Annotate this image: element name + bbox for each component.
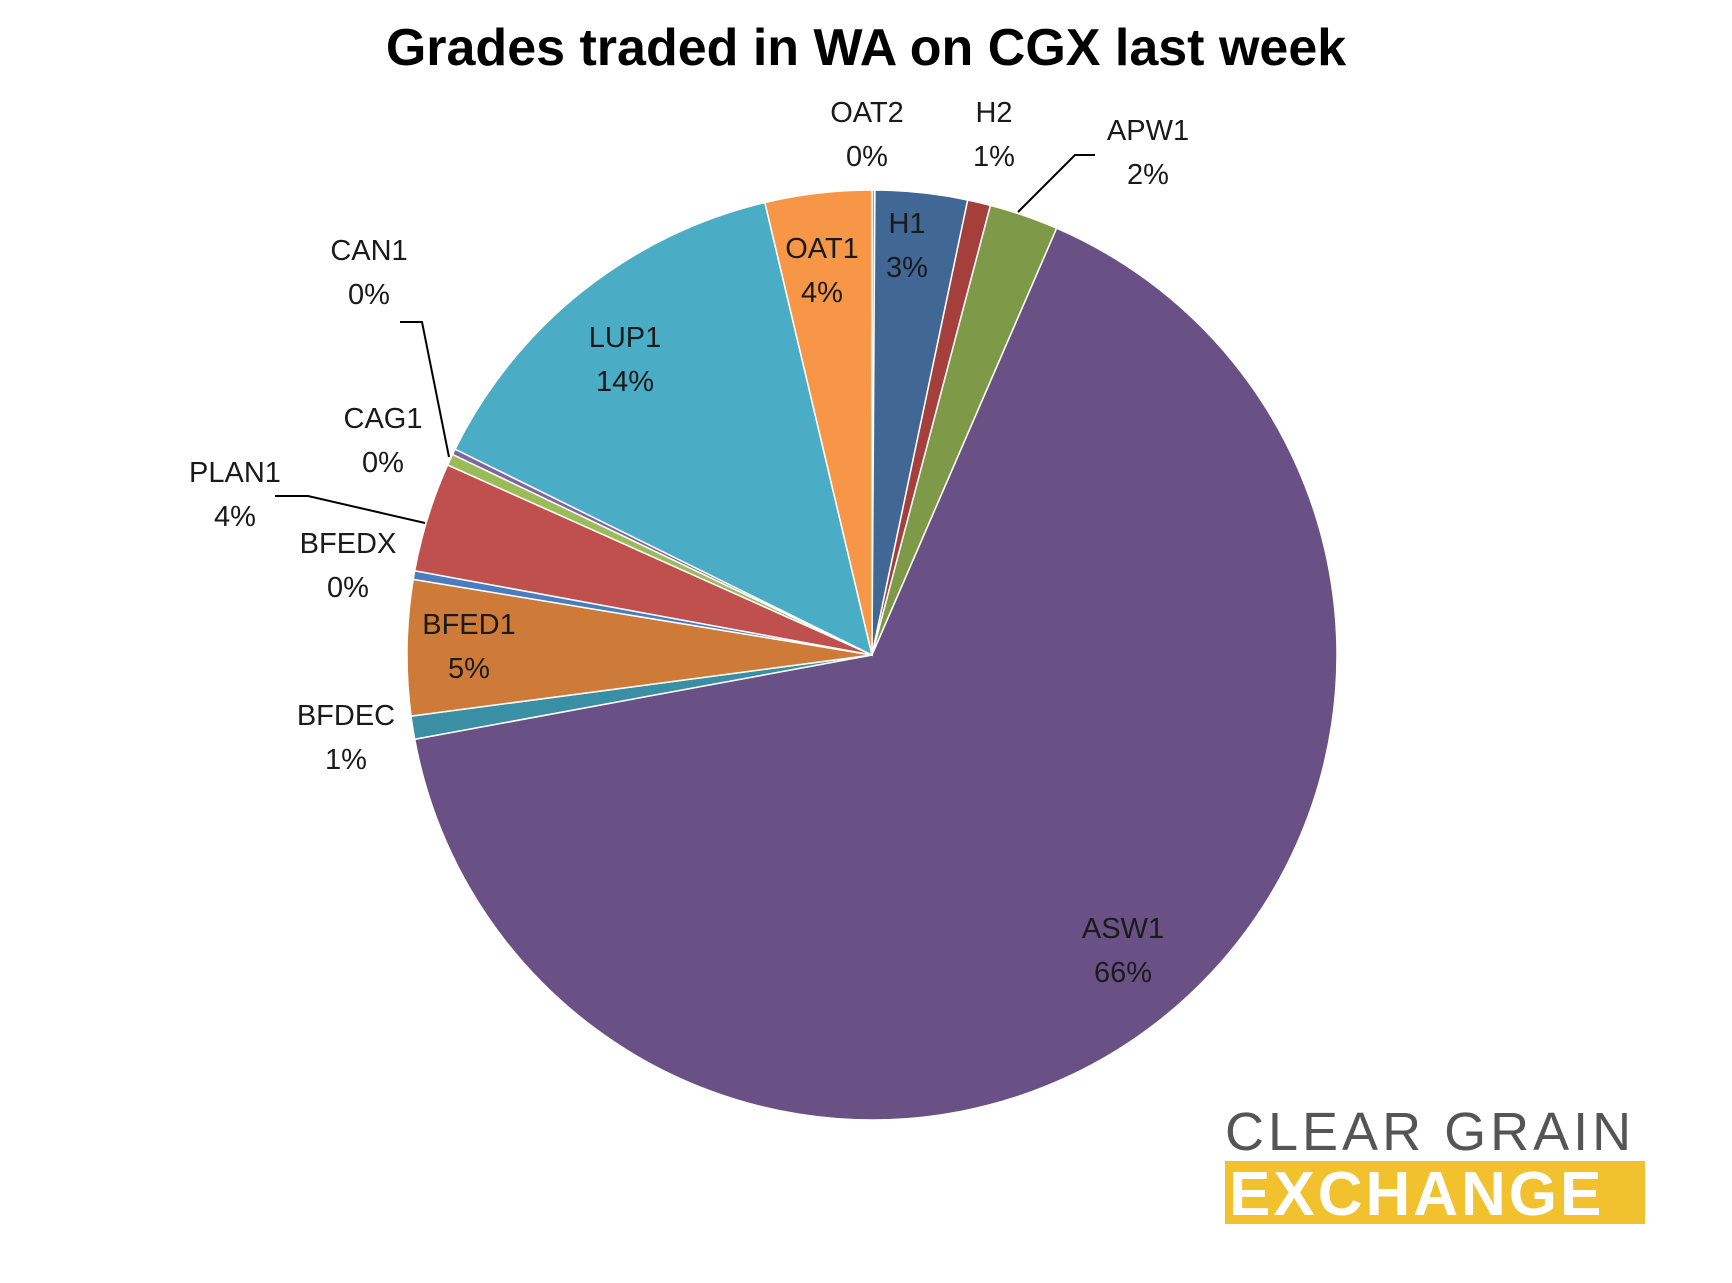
slice-label-lup1: LUP1: [589, 322, 662, 354]
leader-line-apw1: [1017, 154, 1095, 213]
slice-label-can1: CAN1: [330, 235, 407, 267]
pie-slice-oat1: [763, 189, 873, 656]
slice-label-h2: H2: [975, 97, 1012, 129]
logo-accent-bar: EXCHANGE: [1225, 1161, 1645, 1224]
leader-line-can1: [400, 321, 450, 458]
slice-label-bfdec: BFDEC: [297, 700, 395, 732]
leader-line-plan1: [275, 495, 426, 524]
slice-percent-h2: 1%: [973, 141, 1015, 173]
logo-line-1: CLEAR GRAIN: [1225, 1102, 1636, 1162]
slice-label-asw1: ASW1: [1082, 913, 1164, 945]
slice-label-apw1: APW1: [1107, 115, 1189, 147]
slice-percent-asw1: 66%: [1094, 957, 1152, 989]
slice-percent-cag1: 0%: [362, 447, 404, 479]
slice-percent-can1: 0%: [348, 279, 390, 311]
slice-label-oat1: OAT1: [785, 233, 859, 265]
slice-label-bfed1: BFED1: [422, 609, 515, 641]
pie-slice-asw1: [413, 227, 1338, 1121]
clear-grain-exchange-logo: CLEAR GRAIN EXCHANGE: [1225, 1105, 1645, 1225]
slice-percent-bfed1: 5%: [448, 653, 490, 685]
slice-percent-lup1: 14%: [596, 366, 654, 398]
slice-percent-apw1: 2%: [1127, 159, 1169, 191]
slice-percent-bfdec: 1%: [325, 744, 367, 776]
slice-percent-plan1: 4%: [214, 501, 256, 533]
logo-line-2: EXCHANGE: [1229, 1161, 1605, 1225]
slice-label-cag1: CAG1: [344, 403, 423, 435]
slice-percent-bfedx: 0%: [327, 572, 369, 604]
slice-label-bfedx: BFEDX: [300, 528, 397, 560]
slice-percent-oat1: 4%: [801, 277, 843, 309]
slice-percent-oat2: 0%: [846, 141, 888, 173]
chart-title: Grades traded in WA on CGX last week: [385, 19, 1347, 77]
slice-label-oat2: OAT2: [830, 97, 904, 129]
slice-label-plan1: PLAN1: [189, 457, 281, 489]
pie-slice-lup1: [454, 201, 874, 657]
slice-percent-h1: 3%: [886, 252, 928, 284]
slice-label-h1: H1: [888, 208, 925, 240]
